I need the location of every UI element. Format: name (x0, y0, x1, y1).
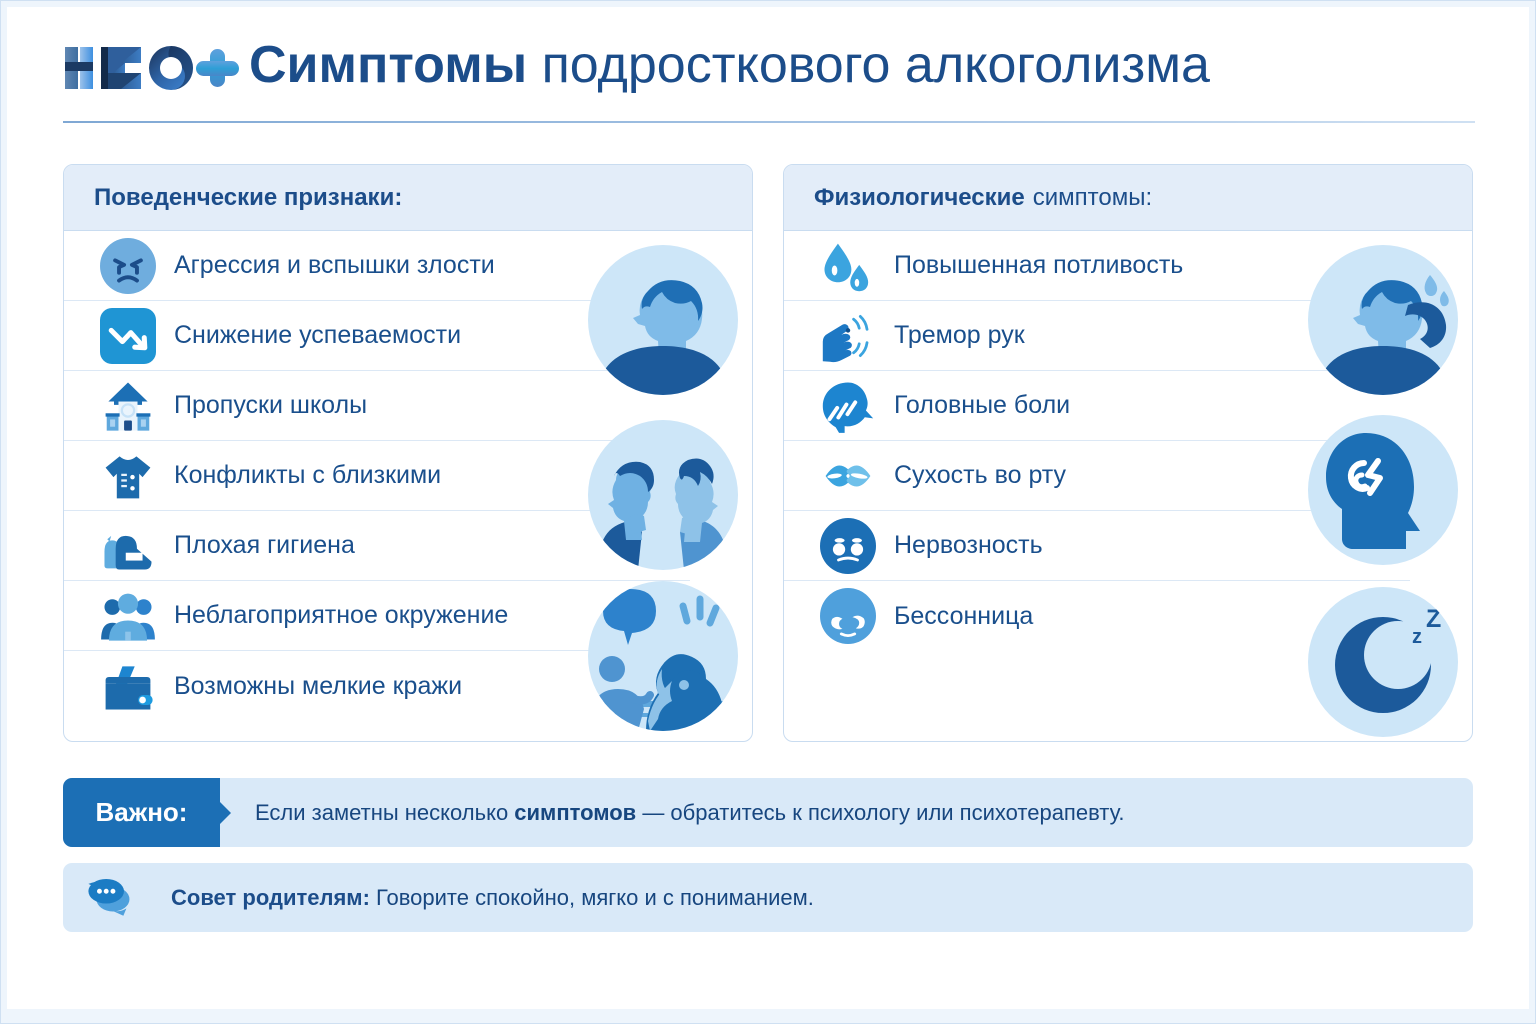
svg-text:Z: Z (1426, 605, 1441, 633)
svg-text:z: z (1412, 626, 1422, 648)
